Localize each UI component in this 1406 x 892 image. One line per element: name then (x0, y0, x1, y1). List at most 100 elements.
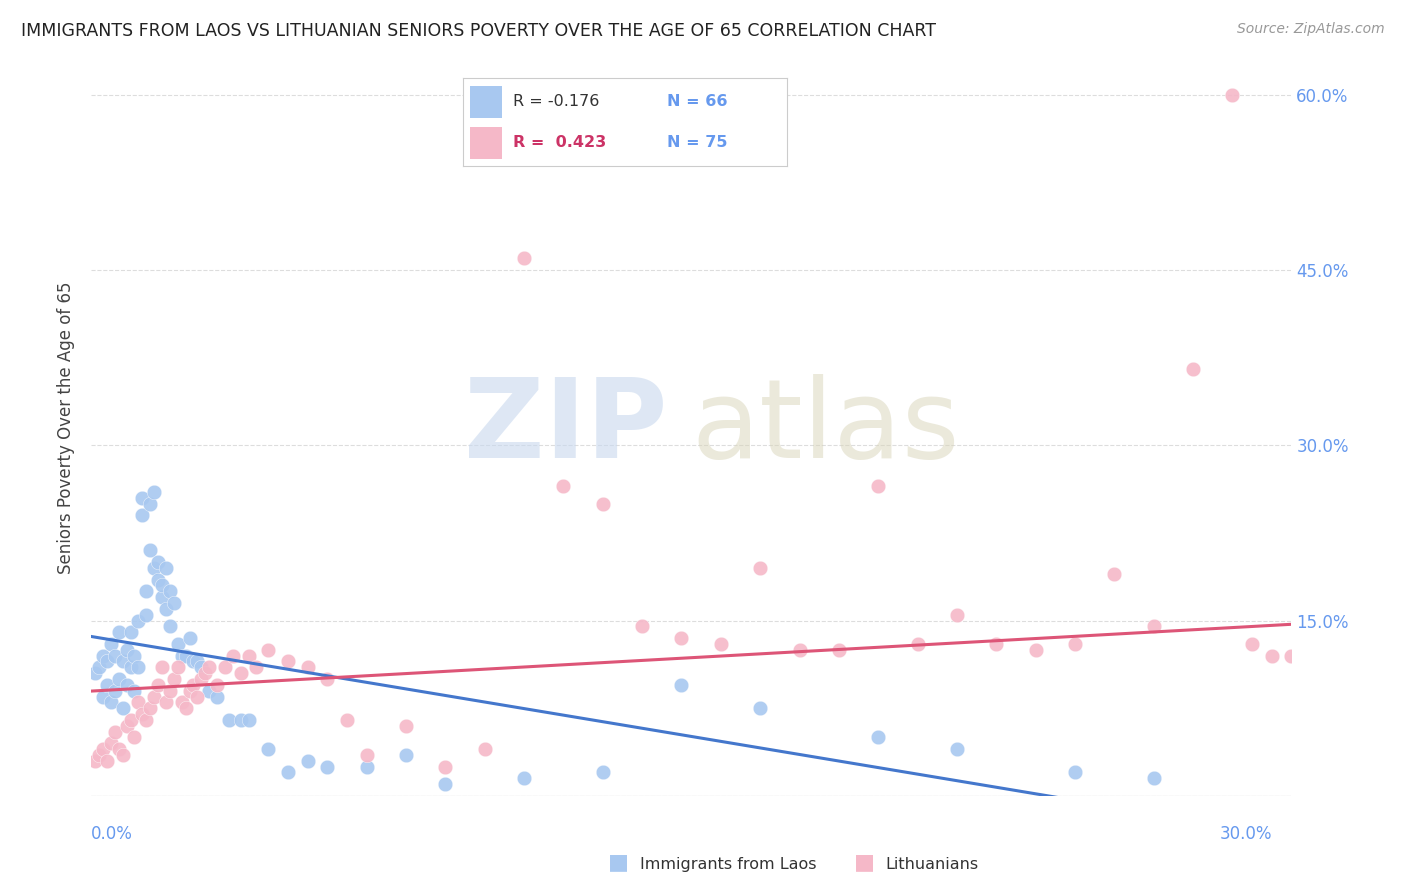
Point (159, 683, 181, 698)
Point (513, 252, 536, 266)
Point (277, 765, 299, 780)
Point (946, 742, 969, 756)
Text: atlas: atlas (692, 375, 960, 481)
Text: Immigrants from Laos: Immigrants from Laos (640, 857, 817, 872)
Point (166, 637, 188, 651)
Point (146, 555, 169, 569)
Point (749, 701, 772, 715)
Point (214, 660, 236, 674)
Point (163, 672, 186, 686)
Point (150, 660, 173, 674)
Point (139, 543, 162, 558)
Point (222, 648, 245, 663)
Point (198, 683, 221, 698)
Point (96, 754, 118, 768)
Point (186, 690, 208, 704)
Point (868, 479, 890, 493)
Point (205, 690, 228, 704)
Point (205, 678, 228, 692)
Point (179, 631, 201, 645)
Point (120, 660, 142, 674)
Point (257, 642, 280, 657)
Point (146, 573, 169, 587)
Point (146, 678, 169, 692)
Point (592, 497, 614, 511)
Point (150, 578, 173, 592)
Point (84, 754, 107, 768)
Point (143, 561, 166, 575)
Point (115, 719, 138, 733)
Point (1025, 642, 1047, 657)
Point (155, 561, 177, 575)
Point (789, 642, 811, 657)
Point (513, 772, 536, 786)
Point (127, 614, 149, 628)
Point (87, 660, 110, 674)
Point (115, 678, 138, 692)
Point (104, 648, 127, 663)
Point (434, 777, 457, 791)
Text: ■: ■ (855, 853, 875, 872)
Point (238, 648, 260, 663)
Point (127, 695, 149, 709)
Point (316, 672, 339, 686)
Point (91, 742, 114, 756)
Point (190, 660, 212, 674)
Point (131, 706, 153, 721)
Point (91, 648, 114, 663)
Point (1281, 648, 1303, 663)
Point (183, 655, 205, 669)
Point (143, 485, 166, 500)
Text: Lithuanians: Lithuanians (886, 857, 979, 872)
Point (238, 713, 260, 727)
Point (131, 491, 153, 505)
Point (174, 648, 197, 663)
Point (710, 637, 733, 651)
Point (166, 660, 188, 674)
Point (131, 508, 153, 523)
Point (434, 759, 457, 773)
Point (1182, 362, 1205, 376)
Point (91, 690, 114, 704)
Point (1222, 87, 1244, 102)
Point (174, 701, 197, 715)
Point (150, 590, 173, 604)
Point (155, 695, 177, 709)
Point (135, 607, 157, 622)
Text: IMMIGRANTS FROM LAOS VS LITHUANIAN SENIORS POVERTY OVER THE AGE OF 65 CORRELATIO: IMMIGRANTS FROM LAOS VS LITHUANIAN SENIO… (21, 22, 936, 40)
Point (143, 690, 166, 704)
Point (135, 584, 157, 599)
Point (336, 713, 359, 727)
Point (107, 625, 129, 640)
Point (127, 660, 149, 674)
Point (474, 742, 496, 756)
Point (124, 731, 146, 745)
Point (179, 683, 201, 698)
Point (1143, 772, 1166, 786)
Point (218, 713, 240, 727)
Point (1143, 619, 1166, 633)
Point (749, 561, 772, 575)
Point (96, 678, 118, 692)
Y-axis label: Seniors Poverty Over the Age of 65: Seniors Poverty Over the Age of 65 (58, 282, 75, 574)
Point (100, 637, 122, 651)
Point (111, 747, 134, 762)
Point (170, 695, 193, 709)
Point (139, 701, 162, 715)
Point (100, 695, 122, 709)
Text: ■: ■ (609, 853, 628, 872)
Text: Source: ZipAtlas.com: Source: ZipAtlas.com (1237, 22, 1385, 37)
Point (1301, 678, 1323, 692)
Point (124, 683, 146, 698)
Point (183, 678, 205, 692)
Point (257, 742, 280, 756)
Point (120, 713, 142, 727)
Point (100, 736, 122, 750)
Point (1241, 637, 1264, 651)
Point (107, 672, 129, 686)
Text: ZIP: ZIP (464, 375, 668, 481)
Point (592, 765, 614, 780)
Point (159, 619, 181, 633)
Point (868, 731, 890, 745)
Point (1340, 695, 1362, 709)
